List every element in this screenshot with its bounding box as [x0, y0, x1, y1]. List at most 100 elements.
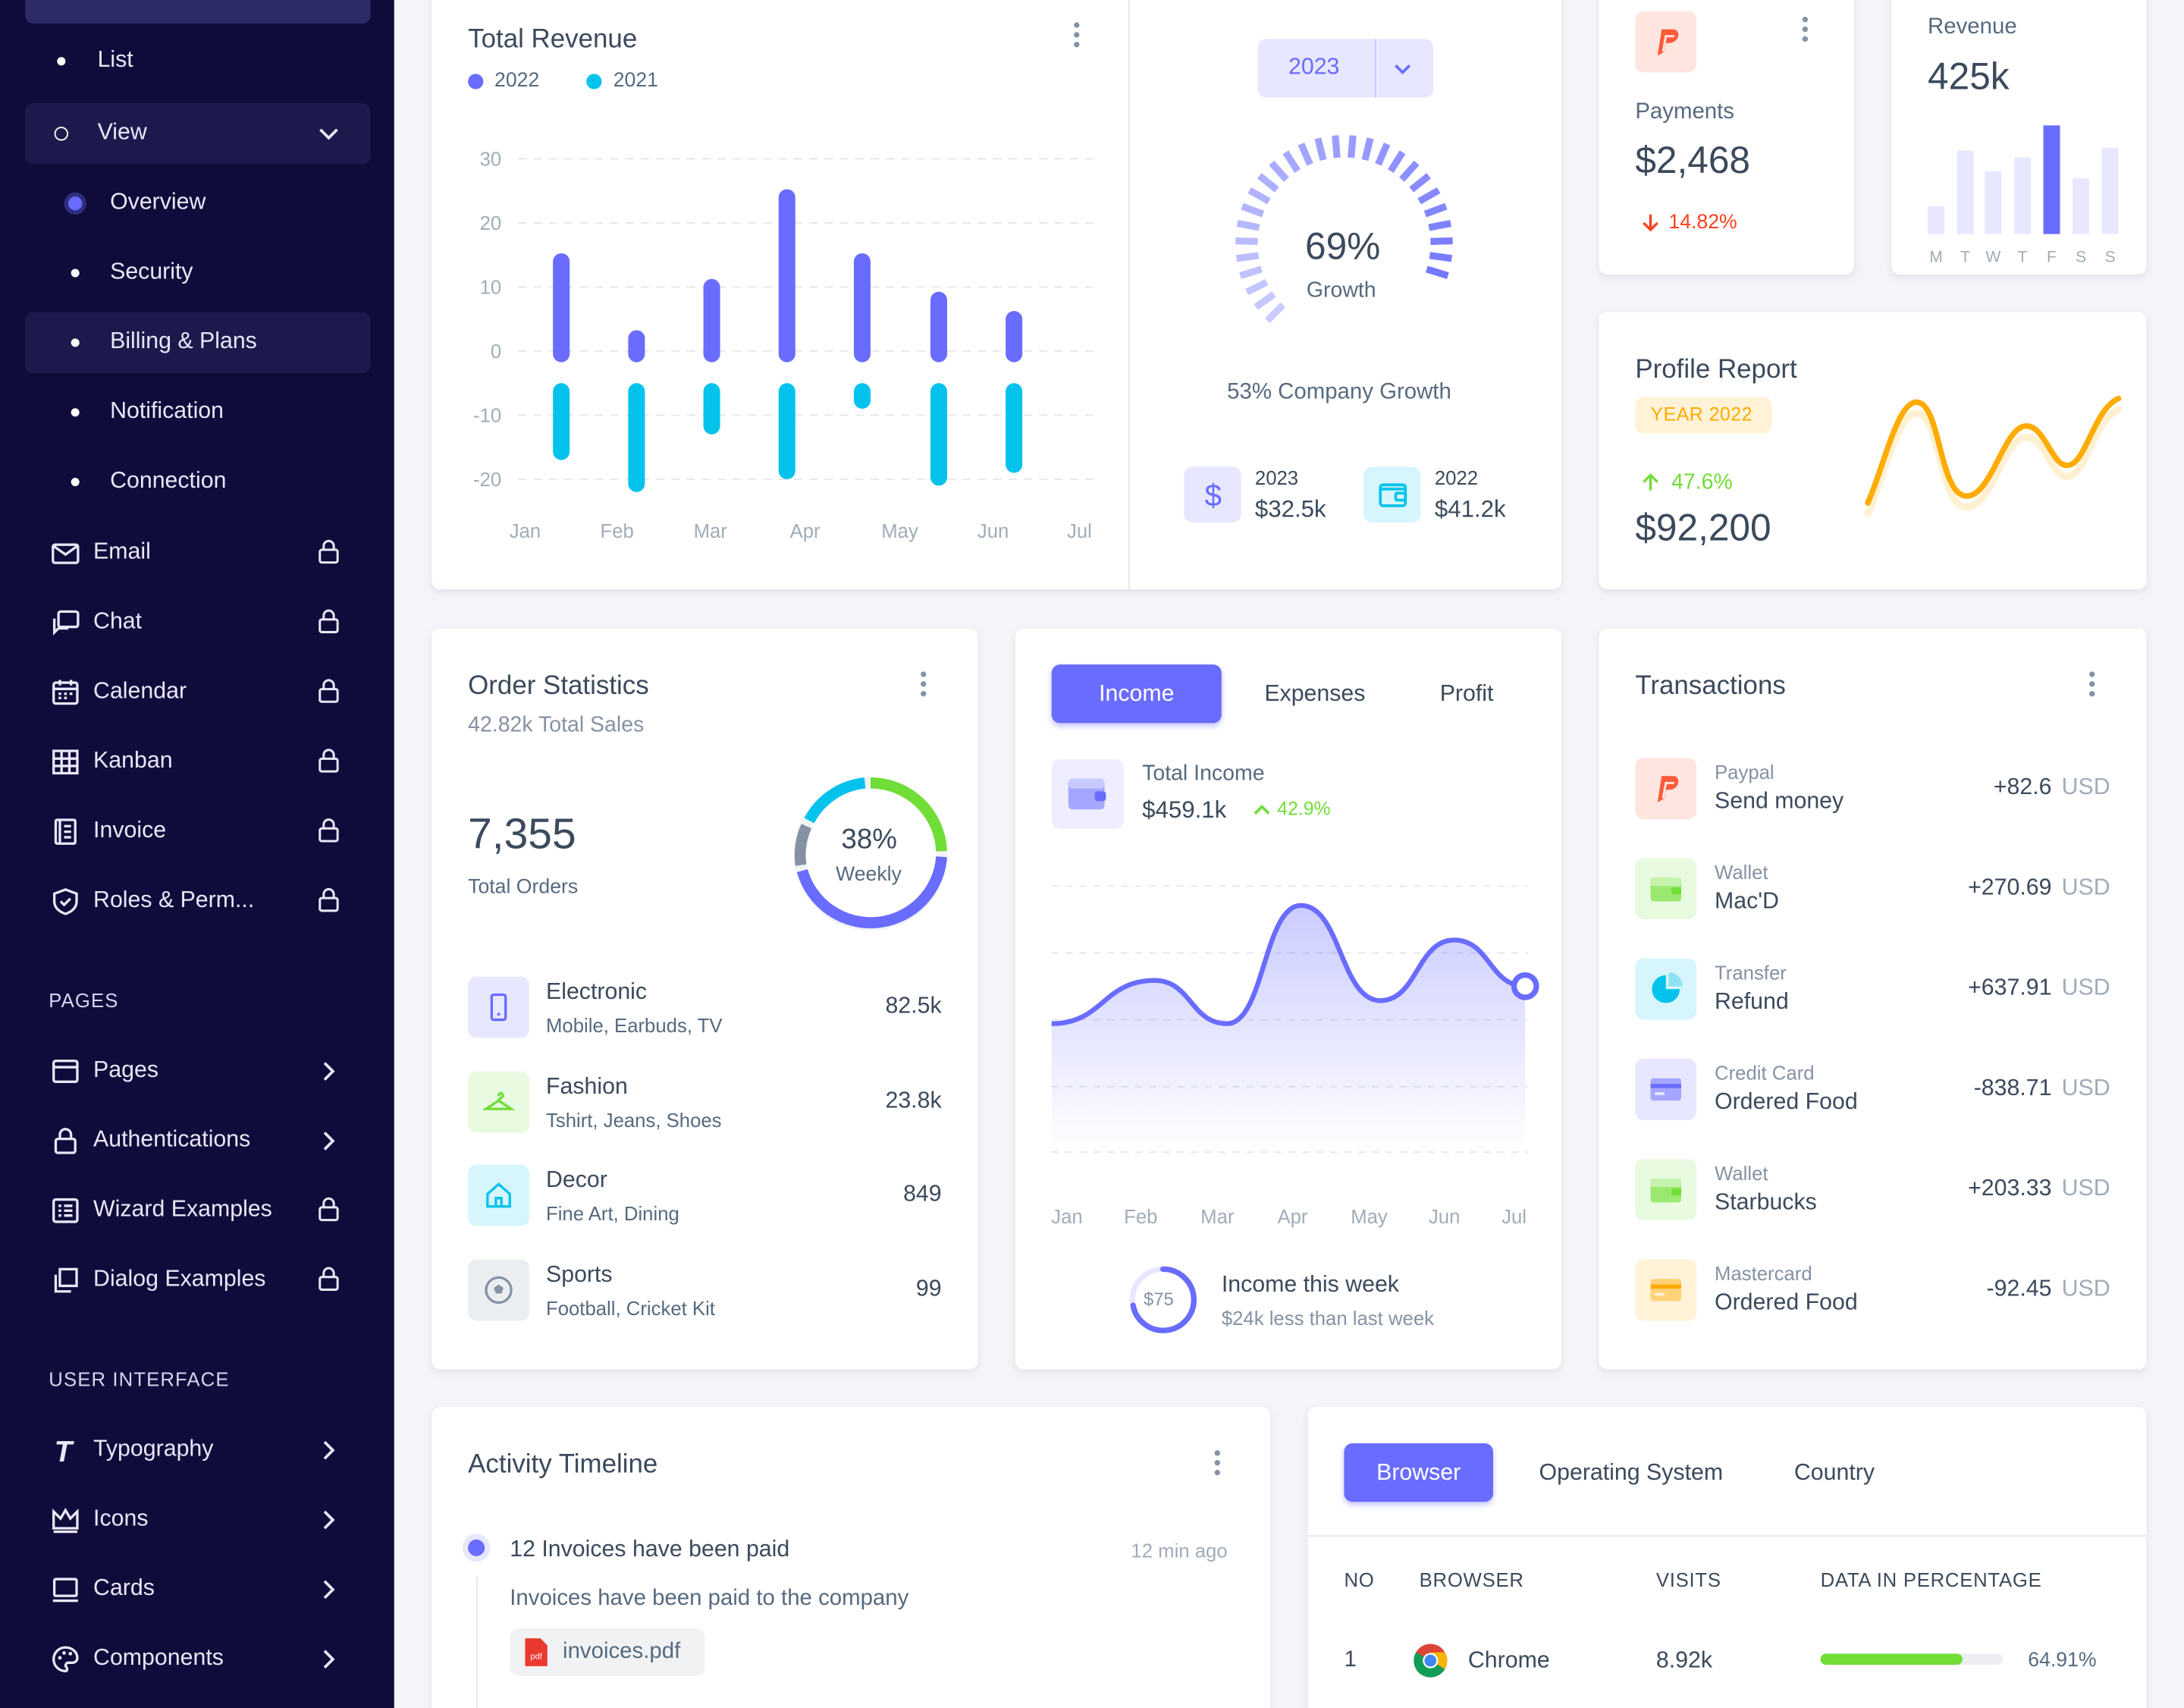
bar-2021-apr[interactable] [778, 383, 795, 479]
bar-2022-apr[interactable] [778, 189, 795, 363]
transactions-card: Transactions Paypal Send money +82.6 USD… [1599, 628, 2147, 1370]
sidebar-item-label: Security [110, 259, 193, 284]
x-tick-label: Jul [1067, 521, 1092, 542]
tab-profit[interactable]: Profit [1439, 680, 1494, 706]
sidebar-item-email[interactable]: Email [25, 523, 371, 584]
sidebar-item-label: Authentications [93, 1127, 251, 1153]
sidebar-item-overview[interactable]: Overview [25, 173, 371, 234]
sidebar-item-roles-perm-[interactable]: Roles & Perm... [25, 871, 371, 932]
hanger-icon [468, 1070, 529, 1132]
sidebar-item-connection[interactable]: Connection [25, 451, 371, 513]
sidebar-item-typography[interactable]: T Typography [25, 1420, 371, 1481]
tab-browser[interactable]: Browser [1344, 1443, 1493, 1502]
sidebar-item-label: Billing & Plans [110, 328, 257, 354]
gauge-segment [1332, 135, 1341, 159]
mini-bar[interactable] [2043, 125, 2060, 234]
grid-icon [52, 749, 79, 775]
mini-bar[interactable] [2101, 147, 2119, 234]
tab-income[interactable]: Income [1051, 664, 1222, 724]
bar-2021-mar[interactable] [703, 383, 720, 435]
chevron-right-icon [323, 1440, 335, 1460]
bar-2022-feb[interactable] [628, 330, 645, 363]
bar-2022-jun[interactable] [930, 291, 947, 363]
transaction-currency: USD [2061, 1176, 2110, 1201]
year-select[interactable]: 2023 [1257, 39, 1434, 98]
income-end-point[interactable] [1511, 972, 1539, 1000]
sidebar-item-components[interactable]: Components [25, 1628, 371, 1690]
file-icon [54, 818, 77, 845]
tab-country[interactable]: Country [1793, 1459, 1875, 1485]
sidebar-item-calendar[interactable]: Calendar [25, 662, 371, 724]
transaction-type: Wallet [1715, 1161, 1768, 1185]
gauge-segment [1236, 219, 1260, 231]
shield-icon [52, 888, 78, 915]
sidebar-item-label: Invoice [93, 818, 167, 843]
tab-operating-system[interactable]: Operating System [1539, 1459, 1724, 1485]
more-options-icon[interactable] [1213, 1448, 1222, 1478]
sidebar-item-invoice[interactable]: Invoice [25, 801, 371, 862]
bar-2022-jan[interactable] [553, 253, 570, 363]
tab-expenses[interactable]: Expenses [1264, 680, 1366, 706]
lock-icon [318, 818, 339, 843]
x-tick-label: Feb [601, 521, 634, 542]
sidebar-item-icons[interactable]: Icons [25, 1490, 371, 1551]
bar-2021-jun[interactable] [930, 383, 947, 486]
bar-2022-mar[interactable] [703, 278, 720, 363]
dot-icon [71, 478, 80, 487]
chevron-right-icon [323, 1062, 335, 1081]
x-tick-label: Mar [1200, 1207, 1235, 1228]
bar-2021-feb[interactable] [628, 383, 645, 492]
bar-2022-jul[interactable] [1006, 310, 1023, 363]
gauge-segment [1425, 265, 1449, 279]
sidebar-item-security[interactable]: Security [25, 243, 371, 304]
mini-bar[interactable] [2073, 178, 2090, 234]
chevron-right-icon [323, 1580, 335, 1600]
sidebar-item-label: Typography [93, 1436, 214, 1462]
company-growth: 53% Company Growth [1227, 380, 1451, 404]
more-options-icon[interactable] [919, 669, 927, 699]
order-statistics-card: Order Statistics 42.82k Total Sales 7,35… [431, 628, 978, 1370]
arrow-up-icon [1643, 473, 1658, 491]
year-select-value: 2023 [1288, 54, 1340, 80]
bar-2021-jan[interactable] [553, 383, 570, 460]
more-options-icon[interactable] [2088, 669, 2096, 699]
copy-icon [54, 1267, 78, 1293]
active-menu-item[interactable] [25, 0, 371, 24]
sidebar-item-pages[interactable]: Pages [25, 1041, 371, 1102]
stat-value-2023: $32.5k [1254, 495, 1326, 523]
event-description: Invoices have been paid to the company [510, 1587, 909, 1611]
sidebar-item-kanban[interactable]: Kanban [25, 731, 371, 793]
mini-x-label: F [2047, 248, 2057, 265]
more-options-icon[interactable] [1801, 14, 1809, 44]
sidebar-item-notification[interactable]: Notification [25, 381, 371, 443]
attachment-chip[interactable]: pdf invoices.pdf [510, 1628, 705, 1676]
sidebar-item-wizard-examples[interactable]: Wizard Examples [25, 1180, 371, 1242]
browser-stats-card: Browser Operating System Country NO BROWSE… [1307, 1407, 2147, 1708]
sidebar-item-billing-plans[interactable]: Billing & Plans [25, 312, 371, 374]
transaction-type: Transfer [1715, 961, 1787, 984]
mini-bar[interactable] [1928, 206, 1945, 234]
credit-card-icon [1635, 1059, 1697, 1120]
mini-bar[interactable] [1985, 171, 2002, 234]
timeline-line [476, 1577, 479, 1708]
palette-icon [52, 1646, 79, 1672]
lock-icon [318, 887, 339, 912]
sidebar-item-view[interactable]: View [25, 102, 371, 165]
bar-2021-may[interactable] [853, 383, 871, 409]
sidebar-item-cards[interactable]: Cards [25, 1559, 371, 1620]
income-area-chart: Jan Feb Mar Apr May Jun Jul [1051, 885, 1539, 1228]
bar-2022-may[interactable] [853, 253, 871, 363]
list-icon [52, 1198, 79, 1223]
sidebar-item-authentications[interactable]: Authentications [25, 1110, 371, 1172]
sidebar-item-chat[interactable]: Chat [25, 592, 371, 654]
more-options-icon[interactable] [1072, 20, 1081, 50]
chevron-right-icon [323, 1510, 335, 1530]
order-item-sub: Tshirt, Jeans, Shoes [546, 1108, 722, 1131]
mini-bar[interactable] [1956, 150, 1974, 234]
sidebar-item-dialog-examples[interactable]: Dialog Examples [25, 1250, 371, 1311]
mini-bar[interactable] [2013, 157, 2031, 234]
sidebar-item-list[interactable]: List [25, 30, 371, 92]
year-badge-label: YEAR 2022 [1650, 403, 1753, 425]
gauge-segment [1417, 187, 1441, 205]
bar-2021-jul[interactable] [1006, 383, 1023, 473]
